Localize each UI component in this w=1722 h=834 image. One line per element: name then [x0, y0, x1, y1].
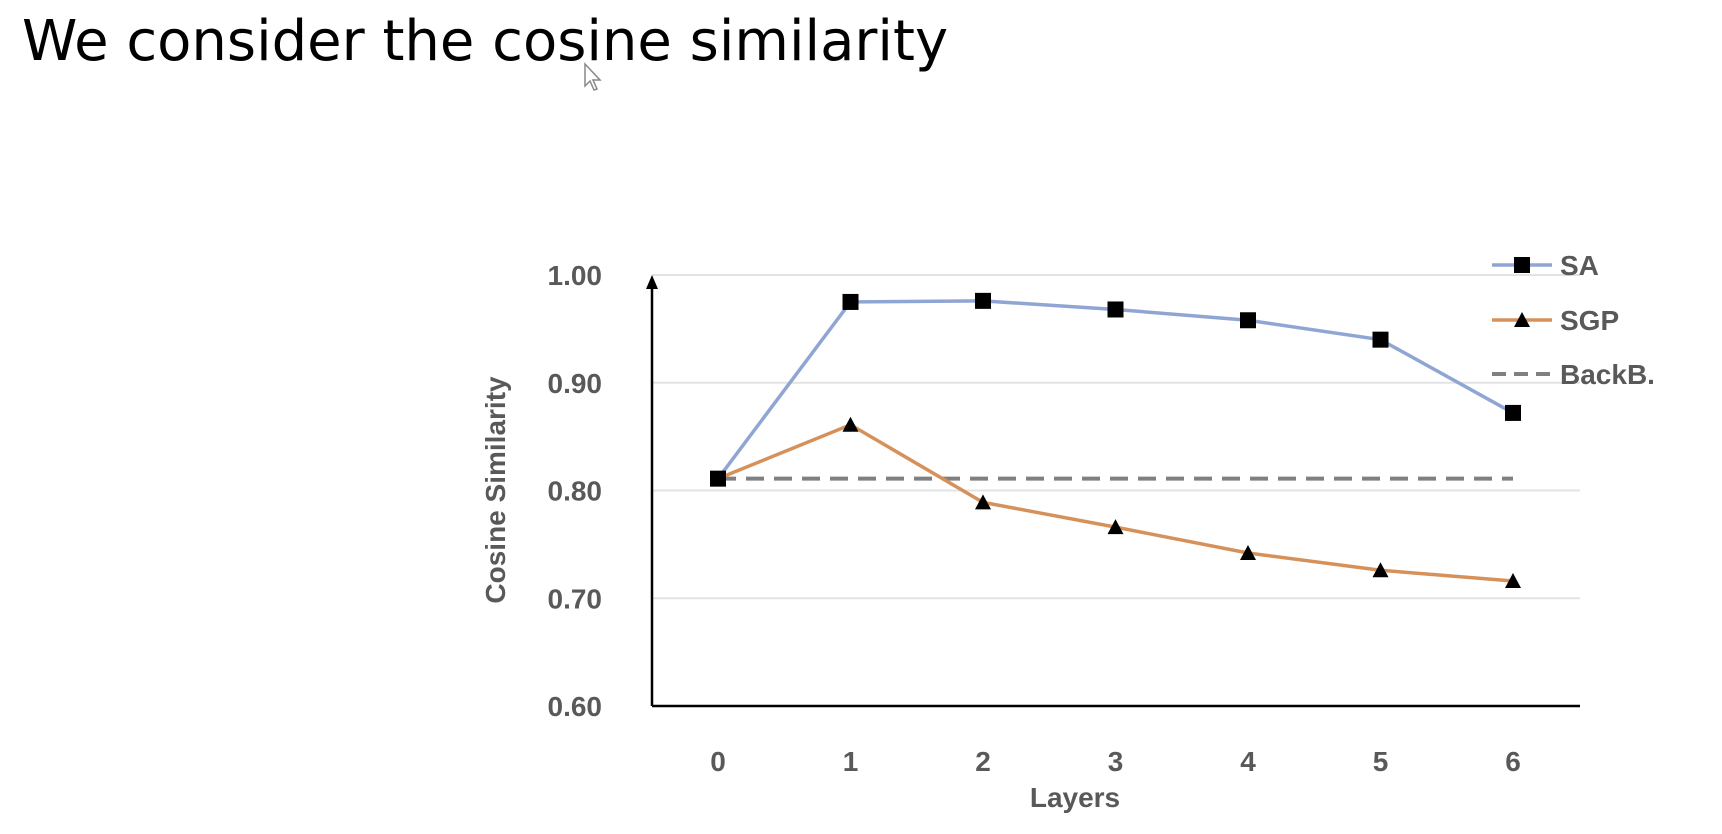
data-point — [1107, 519, 1124, 535]
x-tick-label: 0 — [710, 746, 726, 777]
axes — [646, 275, 1580, 708]
x-tick-label: 3 — [1108, 746, 1124, 777]
y-tick-label: 0.80 — [548, 476, 603, 507]
y-tick-label: 0.60 — [548, 691, 603, 722]
legend-label: SGP — [1560, 305, 1619, 336]
x-tick-label: 4 — [1240, 746, 1256, 777]
legend-marker — [1514, 312, 1530, 327]
data-point — [1372, 562, 1389, 578]
series-sa — [710, 292, 1521, 487]
data-point — [842, 293, 859, 310]
y-axis-arrow — [646, 275, 658, 289]
series-line — [716, 299, 1514, 480]
legend-marker — [1514, 257, 1530, 273]
legend-entry: BackB. — [1492, 359, 1655, 390]
x-tick-label: 5 — [1373, 746, 1389, 777]
y-tick-label: 0.70 — [548, 583, 603, 614]
series-line — [717, 422, 1514, 583]
legend: SA SGP BackB. — [1492, 250, 1655, 390]
y-axis-title: Cosine Similarity — [480, 376, 511, 604]
slide-title: We consider the cosine similarity — [22, 9, 949, 74]
legend-label: BackB. — [1560, 359, 1655, 390]
x-axis-title: Layers — [1030, 782, 1120, 813]
data-point — [710, 470, 726, 487]
legend-entry: SA — [1492, 250, 1599, 281]
data-point — [842, 416, 859, 432]
series-sgp — [710, 416, 1521, 589]
mouse-cursor-icon — [584, 62, 602, 91]
y-tick-labels: 0.60 0.70 0.80 0.90 1.00 — [548, 260, 603, 722]
data-point — [1107, 301, 1124, 318]
data-point — [1505, 404, 1521, 421]
legend-entry: SGP — [1492, 305, 1619, 336]
x-tick-label: 1 — [843, 746, 859, 777]
data-point — [1240, 312, 1256, 329]
data-point — [1505, 573, 1521, 589]
x-tick-label: 6 — [1505, 746, 1521, 777]
data-point — [1372, 331, 1389, 348]
gridlines — [652, 274, 1580, 600]
y-tick-label: 1.00 — [548, 260, 603, 291]
data-point — [1240, 544, 1256, 560]
data-point — [975, 292, 991, 309]
data-point — [975, 494, 991, 510]
series — [710, 292, 1521, 589]
x-tick-label: 2 — [975, 746, 991, 777]
y-tick-label: 0.90 — [548, 368, 603, 399]
x-tick-labels: 0 1 2 3 4 5 6 — [710, 746, 1521, 777]
legend-label: SA — [1560, 250, 1599, 281]
